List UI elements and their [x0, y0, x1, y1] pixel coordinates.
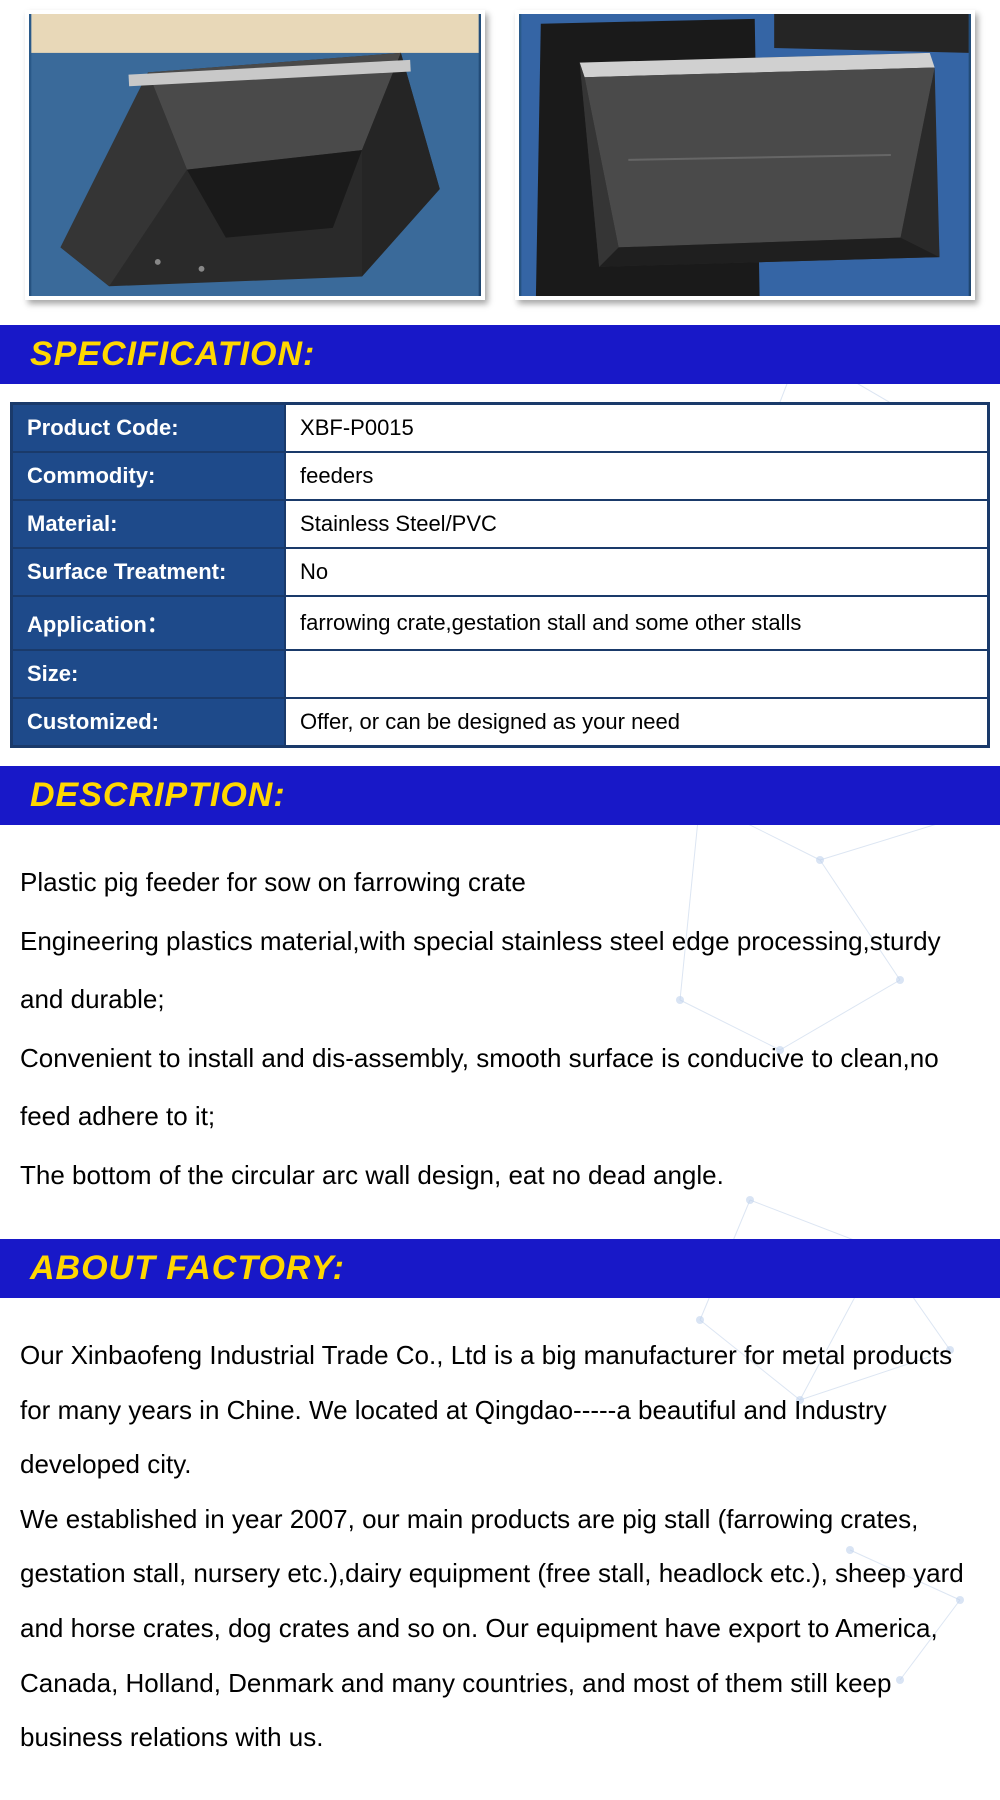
specification-title: SPECIFICATION:	[30, 335, 315, 373]
table-row: Product Code:XBF-P0015	[12, 404, 989, 453]
table-row: Size:	[12, 650, 989, 698]
spec-label: Size:	[12, 650, 286, 698]
description-title: DESCRIPTION:	[30, 776, 286, 814]
spec-value: Stainless Steel/PVC	[285, 500, 988, 548]
product-images-row	[0, 0, 1000, 325]
spec-label: Customized:	[12, 698, 286, 747]
factory-title: ABOUT FACTORY:	[30, 1249, 345, 1287]
spec-value: farrowing crate,gestation stall and some…	[285, 596, 988, 650]
description-body: Plastic pig feeder for sow on farrowing …	[0, 825, 1000, 1239]
spec-label: Product Code:	[12, 404, 286, 453]
spec-value	[285, 650, 988, 698]
spec-label: Surface Treatment:	[12, 548, 286, 596]
table-row: Surface Treatment:No	[12, 548, 989, 596]
specification-header: SPECIFICATION:	[0, 325, 1000, 384]
factory-paragraph: Our Xinbaofeng Industrial Trade Co., Ltd…	[20, 1328, 980, 1492]
factory-paragraph: We established in year 2007, our main pr…	[20, 1492, 980, 1765]
description-line: The bottom of the circular arc wall desi…	[20, 1146, 980, 1205]
spec-value: No	[285, 548, 988, 596]
spec-value: Offer, or can be designed as your need	[285, 698, 988, 747]
table-row: Customized:Offer, or can be designed as …	[12, 698, 989, 747]
table-row: Application：farrowing crate,gestation st…	[12, 596, 989, 650]
specification-table: Product Code:XBF-P0015Commodity:feedersM…	[10, 402, 990, 748]
spec-value: XBF-P0015	[285, 404, 988, 453]
description-line: Plastic pig feeder for sow on farrowing …	[20, 853, 980, 912]
product-image-1	[25, 10, 485, 300]
spec-label: Material:	[12, 500, 286, 548]
factory-header: ABOUT FACTORY:	[0, 1239, 1000, 1298]
spec-value: feeders	[285, 452, 988, 500]
description-header: DESCRIPTION:	[0, 766, 1000, 825]
description-line: Engineering plastics material,with speci…	[20, 912, 980, 1029]
description-line: Convenient to install and dis-assembly, …	[20, 1029, 980, 1146]
product-image-2	[515, 10, 975, 300]
spec-label: Commodity:	[12, 452, 286, 500]
factory-body: Our Xinbaofeng Industrial Trade Co., Ltd…	[0, 1298, 1000, 1800]
table-row: Commodity:feeders	[12, 452, 989, 500]
spec-label: Application：	[12, 596, 286, 650]
table-row: Material:Stainless Steel/PVC	[12, 500, 989, 548]
